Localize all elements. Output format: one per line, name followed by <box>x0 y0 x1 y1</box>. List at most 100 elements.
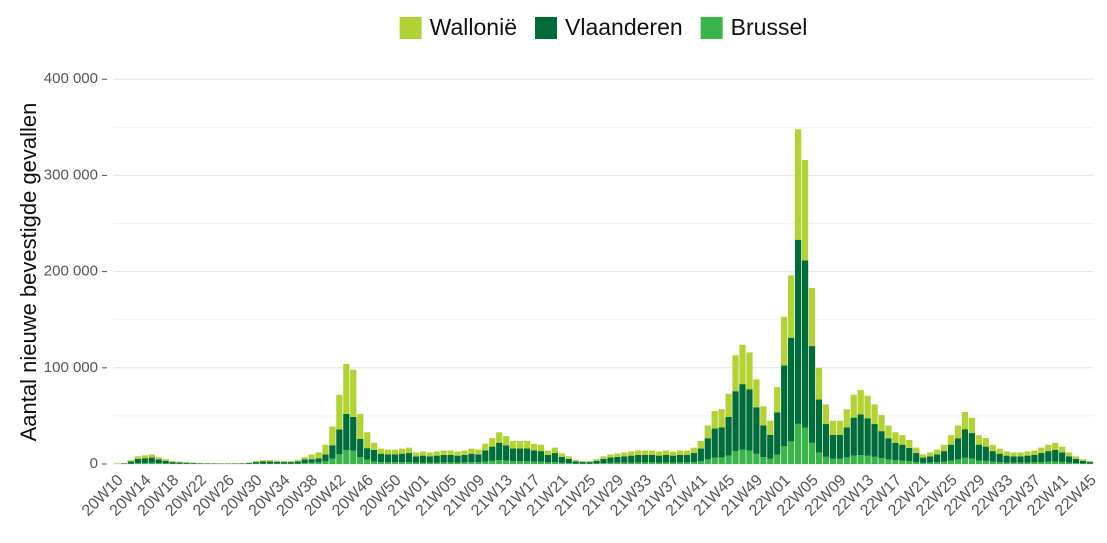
bar-segment <box>482 450 489 462</box>
bar-segment <box>801 160 809 261</box>
bar-segment <box>815 367 823 400</box>
bar-segment <box>371 449 378 462</box>
bar-segment <box>690 462 697 464</box>
bar-segment <box>398 448 406 454</box>
bar-segment <box>760 425 767 458</box>
bar-segment <box>933 454 941 463</box>
bar-segment <box>419 462 426 464</box>
bar-segment <box>669 455 677 463</box>
bar-segment <box>788 441 795 464</box>
bar-segment <box>1010 452 1017 457</box>
bar-segment <box>447 462 454 464</box>
bar-segment <box>1031 450 1038 455</box>
bar-segment <box>927 456 934 463</box>
bar-segment <box>1072 463 1080 464</box>
bar-segment <box>287 462 294 464</box>
bar-segment <box>398 462 406 464</box>
bar-segment <box>1045 444 1052 452</box>
y-tick-label: 300 000 <box>44 166 98 183</box>
bar-segment <box>635 454 642 463</box>
bar-segment <box>280 461 287 463</box>
bar-segment <box>259 461 267 464</box>
bar-segment <box>266 461 274 464</box>
bar-segment <box>496 432 503 443</box>
bar-segment <box>614 453 621 457</box>
bar-segment <box>440 454 447 463</box>
bar-segment <box>503 445 510 461</box>
bar-segment <box>1017 456 1024 463</box>
bar-segment <box>857 414 864 456</box>
bar-segment <box>899 444 906 461</box>
bar-segment <box>1052 442 1059 450</box>
bar-segment <box>781 365 788 447</box>
bar-segment <box>781 316 788 366</box>
bar-segment <box>989 444 996 452</box>
bar-segment <box>329 458 336 464</box>
bar-segment <box>808 287 816 347</box>
bar-segment <box>1024 451 1031 456</box>
bar-segment <box>690 453 697 463</box>
bar-segment <box>377 462 385 464</box>
bar-segment <box>558 462 565 464</box>
bar-segment <box>357 438 364 457</box>
bar-segment <box>885 459 892 464</box>
bar-segment <box>482 461 489 464</box>
bar-segment <box>572 460 579 462</box>
bar-segment <box>760 406 767 426</box>
bar-segment <box>537 444 545 452</box>
bar-segment <box>558 456 565 463</box>
bar-segment <box>669 462 677 464</box>
bar-segment <box>503 460 510 464</box>
bar-segment <box>537 461 545 464</box>
y-tick-label: 400 000 <box>44 70 98 87</box>
bar-segment <box>148 457 155 463</box>
bar-segment <box>954 438 962 460</box>
bar-segment <box>982 460 989 464</box>
bar-segment <box>412 462 419 464</box>
bar-segment <box>141 455 148 459</box>
bar-segment <box>607 462 614 464</box>
bar-segment <box>183 462 190 464</box>
bar-segment <box>1038 462 1045 464</box>
bar-segment <box>662 454 670 463</box>
bar-segment <box>801 260 809 428</box>
bar-segment <box>815 452 823 464</box>
bar-segment <box>794 239 802 424</box>
bar-segment <box>371 442 378 450</box>
bar-segment <box>482 443 489 451</box>
bar-segment <box>690 447 697 454</box>
bar-segment <box>746 389 753 451</box>
bar-segment <box>760 457 767 464</box>
bar-segment <box>329 426 336 446</box>
bar-segment <box>843 427 850 458</box>
bar-segment <box>878 458 885 464</box>
bar-segment <box>774 412 781 455</box>
bar-segment <box>662 450 670 455</box>
bar-segment <box>384 454 392 463</box>
bar-segment <box>336 454 343 464</box>
bar-segment <box>781 446 788 464</box>
bar-segment <box>301 463 308 464</box>
bar-segment <box>384 462 392 464</box>
bar-segment <box>336 394 343 430</box>
legend: Wallonië Vlaanderen Brussel <box>399 14 807 40</box>
bar-segment <box>162 463 169 464</box>
bar-segment <box>906 447 913 462</box>
bar-segment <box>822 404 830 425</box>
bars: 20W1020W1420W1820W2220W2620W3020W3420W38… <box>79 129 1100 520</box>
bar-segment <box>1031 454 1038 463</box>
bar-segment <box>822 456 830 464</box>
bar-segment <box>475 462 482 464</box>
bar-segment <box>628 455 635 463</box>
bar-segment <box>183 462 190 463</box>
bar-segment <box>600 456 607 459</box>
bar-segment <box>516 440 524 449</box>
bar-segment <box>238 463 246 464</box>
bar-segment <box>489 438 496 447</box>
bar-segment <box>377 453 385 463</box>
bar-segment <box>1031 462 1038 464</box>
bar-segment <box>836 434 843 459</box>
bar-segment <box>954 459 962 464</box>
bar-segment <box>628 451 635 456</box>
bar-segment <box>649 454 656 463</box>
